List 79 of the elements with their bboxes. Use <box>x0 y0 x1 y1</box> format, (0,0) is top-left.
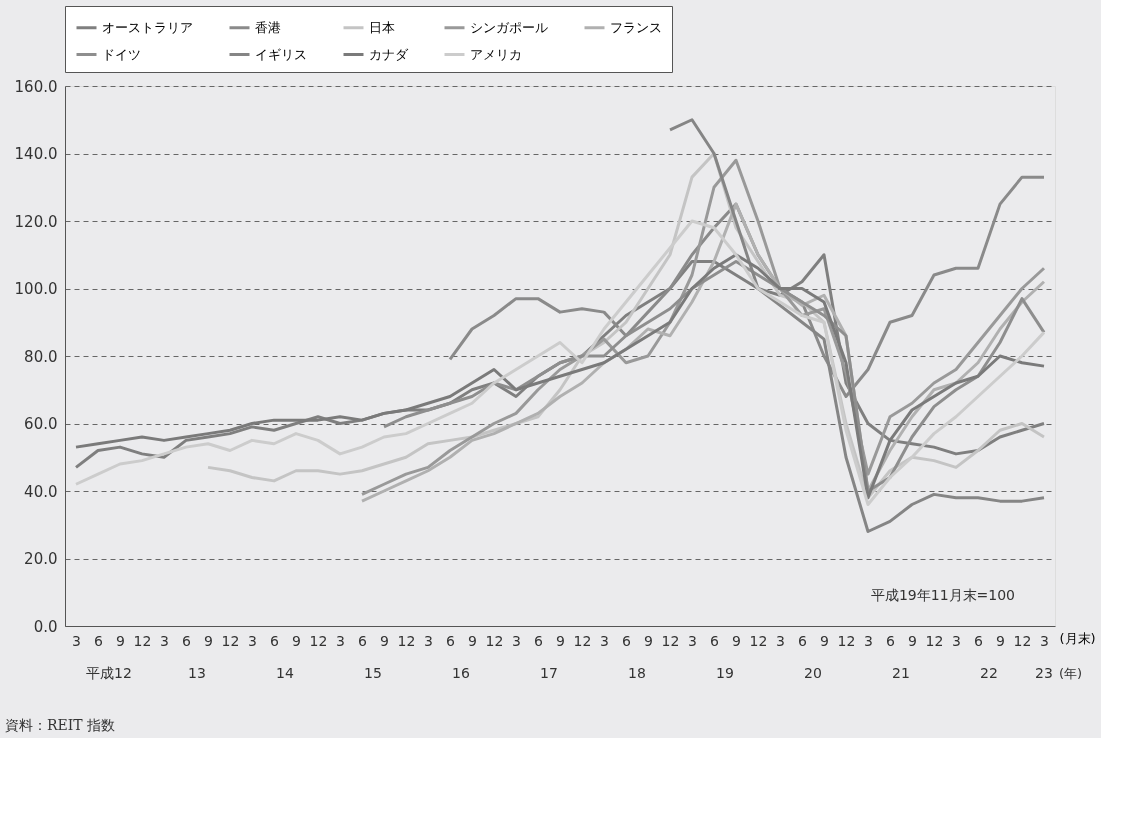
text: 18 <box>628 665 646 681</box>
x-tick-label: 6 <box>886 632 896 649</box>
x-tick-label: 3 <box>688 632 697 649</box>
text: 21 <box>892 665 910 681</box>
text: 22 <box>980 665 998 681</box>
x-tick-label: 12 <box>485 632 504 649</box>
text: 19 <box>716 665 734 681</box>
x-tick-label: 6 <box>534 632 544 649</box>
x-tick-label: 3 <box>72 632 81 649</box>
x-tick-label: 6 <box>270 632 280 649</box>
x-tick-label: 12 <box>1013 632 1032 649</box>
x-tick-label: 3 <box>248 632 257 649</box>
text: 15 <box>364 665 382 681</box>
x-tick-label: 12 <box>837 632 856 649</box>
x-tick-label: 12 <box>661 632 680 649</box>
y-tick-label: 100.0 <box>14 280 58 298</box>
x-tick-label: 9 <box>820 632 829 649</box>
x-tick-label: 9 <box>380 632 389 649</box>
x-tick-label: 6 <box>182 632 192 649</box>
legend-label: 日本 <box>369 19 395 35</box>
text: 23 <box>1035 665 1053 681</box>
text: 13 <box>188 665 206 681</box>
x-tick-label: 9 <box>556 632 565 649</box>
x-tick-label: 6 <box>798 632 808 649</box>
x-tick-label: 3 <box>1040 632 1049 649</box>
text: 17 <box>540 665 558 681</box>
x-tick-label: 9 <box>204 632 213 649</box>
text: 20 <box>804 665 822 681</box>
x-tick-label: 12 <box>309 632 328 649</box>
legend-label: フランス <box>610 19 662 35</box>
y-tick-label: 0.0 <box>33 617 58 636</box>
x-tick-label: 6 <box>710 632 720 649</box>
text: 資料：REIT 指数 <box>5 717 116 733</box>
text: 16 <box>452 665 470 681</box>
legend-label: カナダ <box>369 46 409 62</box>
x-tick-label: 9 <box>292 632 301 649</box>
text: (年) <box>1059 666 1083 681</box>
x-tick-label: 12 <box>133 632 152 649</box>
y-tick-label: 40.0 <box>24 482 58 501</box>
x-tick-label: 9 <box>644 632 653 649</box>
y-tick-label: 80.0 <box>24 347 58 366</box>
x-tick-label: 3 <box>424 632 433 649</box>
y-tick-label: 140.0 <box>14 145 58 163</box>
x-tick-label: 3 <box>776 632 785 649</box>
y-tick-label: 160.0 <box>14 77 58 96</box>
x-tick-label: 12 <box>397 632 416 649</box>
y-tick-label: 120.0 <box>14 212 58 231</box>
legend-label: アメリカ <box>470 46 522 62</box>
x-tick-label: 3 <box>600 632 609 649</box>
x-tick-label: 3 <box>512 632 521 649</box>
y-tick-label: 20.0 <box>24 550 58 568</box>
x-tick-label: 3 <box>864 632 873 649</box>
x-tick-label: 3 <box>336 632 345 649</box>
legend-label: イギリス <box>255 46 307 62</box>
x-tick-label: 3 <box>160 632 169 649</box>
x-tick-label: 12 <box>221 632 240 649</box>
x-tick-label: 12 <box>749 632 768 649</box>
x-tick-label: 3 <box>952 632 961 649</box>
annotation: 平成19年11月末=100 <box>870 587 1015 603</box>
legend-label: 香港 <box>255 19 281 35</box>
legend-label: シンガポール <box>470 19 548 35</box>
legend-label: オーストラリア <box>102 19 193 35</box>
x-tick-label: 9 <box>732 632 741 649</box>
x-tick-label: 12 <box>573 632 592 649</box>
x-tick-label: 12 <box>925 632 944 649</box>
x-tick-label: 6 <box>94 632 104 649</box>
x-tick-label: 6 <box>974 632 984 649</box>
x-axis-title: (月末) <box>1059 630 1096 646</box>
x-tick-label: 9 <box>468 632 477 649</box>
x-tick-label: 9 <box>996 632 1005 649</box>
x-tick-label: 9 <box>116 632 125 649</box>
y-tick-label: 60.0 <box>24 415 58 433</box>
x-tick-label: 6 <box>358 632 368 649</box>
text: 平成12 <box>86 665 132 681</box>
x-tick-label: 6 <box>446 632 456 649</box>
x-tick-label: 6 <box>622 632 632 649</box>
text: 14 <box>276 665 294 681</box>
x-tick-label: 9 <box>908 632 917 649</box>
legend-label: ドイツ <box>102 46 141 62</box>
